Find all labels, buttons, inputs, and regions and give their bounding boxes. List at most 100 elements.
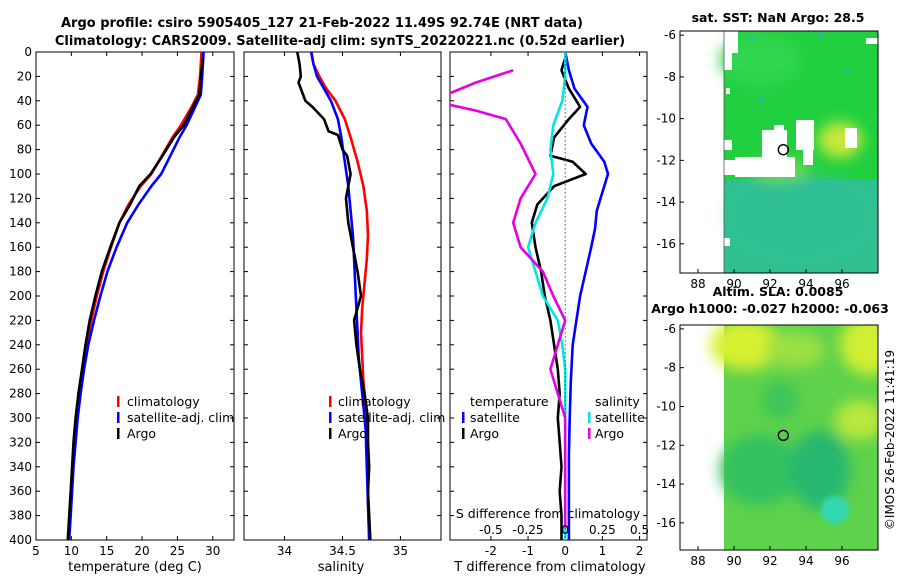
x-tick-label: 2: [636, 544, 644, 558]
sst-map-axes: [679, 30, 879, 274]
y-tick-label: 160: [9, 240, 32, 254]
y-tick-label: 400: [9, 533, 32, 547]
y-tick-label: 40: [17, 94, 32, 108]
temperature-legend: climatology satellite-adj. clim Argo: [117, 394, 234, 441]
y-tick-label: -6: [664, 28, 676, 42]
s-diff-tick-label: -0.5: [479, 523, 502, 537]
x-tick-label: 20: [134, 544, 149, 558]
legend-label-climatology: climatology: [338, 394, 411, 409]
y-tick-label: 100: [9, 167, 32, 181]
sst-map-argo-marker: [777, 144, 790, 156]
copyright-label: ©IMOS 26-Feb-2022 11:41:19: [883, 350, 897, 530]
sla-map-image: [710, 325, 878, 550]
sla-map-title-line1: Altim. SLA: 0.0085: [713, 284, 844, 299]
y-tick-label: 360: [9, 484, 32, 498]
x-tick-label: 34.5: [329, 544, 356, 558]
y-tick-label: -6: [664, 322, 676, 336]
salinity-legend: climatology satellite-adj. clim Argo: [329, 394, 445, 441]
legend-label-satellite: satellite-adj. clim: [127, 410, 234, 425]
temperature-xlabel: temperature (deg C): [68, 560, 202, 575]
difference-top-ticks: -0.5 -0.25 0 0.25 0.5: [479, 523, 649, 537]
x-tick-label: 25: [170, 544, 185, 558]
legend-label-argo: Argo: [127, 426, 156, 441]
s-diff-tick-label: 0.5: [630, 523, 649, 537]
legend-label-climatology: climatology: [127, 394, 200, 409]
x-tick-label: 10: [64, 544, 79, 558]
series-argo: [66, 57, 205, 540]
legend-swatch-argo: [329, 428, 332, 439]
sst-map-title: sat. SST: NaN Argo: 28.5: [692, 10, 865, 25]
series-t-satellite: [563, 52, 610, 540]
series-climatology: [309, 52, 371, 540]
x-tick-label: 15: [99, 544, 114, 558]
y-tick-label: -14: [656, 477, 676, 491]
y-tick-label: 120: [9, 191, 32, 205]
sla-map-argo-marker: [777, 429, 790, 442]
temperature-axes: [35, 51, 235, 541]
y-tick-label: -8: [664, 361, 676, 375]
y-tick-label: 0: [24, 45, 32, 59]
y-tick-label: 240: [9, 338, 32, 352]
temperature-ticks: 0 20 40 60 80 100 120 140 160 180 200 220 240 260 280 3…: [9, 45, 234, 558]
x-tick-label: 1: [599, 544, 607, 558]
y-tick-label: -10: [656, 399, 676, 413]
y-tick-label: 80: [17, 143, 32, 157]
x-tick-label: 0: [561, 544, 569, 558]
y-tick-label: -10: [656, 112, 676, 126]
x-tick-label: -2: [485, 544, 497, 558]
x-tick-label: 94: [798, 277, 813, 291]
legend-swatch-climatology: [117, 396, 120, 407]
sla-map-axes: [679, 324, 879, 551]
y-tick-label: 220: [9, 313, 32, 327]
y-tick-label: 380: [9, 509, 32, 523]
y-tick-label: 300: [9, 411, 32, 425]
legend-title-temperature: temperature: [470, 394, 549, 409]
y-tick-label: 260: [9, 362, 32, 376]
legend-swatch-satellite: [329, 412, 332, 423]
sst-map-ticks: 88 90 92 94 96 -6 -8 -10 -12 -14 -16: [656, 28, 849, 291]
series-t-argo: [530, 57, 588, 540]
x-tick-label: 30: [205, 544, 220, 558]
y-tick-label: -16: [656, 237, 676, 251]
y-tick-label: 280: [9, 387, 32, 401]
difference-legend: temperature satellite Argo salinity sate…: [462, 394, 645, 441]
legend-swatch-satellite: [117, 412, 120, 423]
salinity-axes: [243, 51, 442, 541]
y-tick-label: -16: [656, 516, 676, 530]
y-tick-label: -8: [664, 70, 676, 84]
y-tick-label: 20: [17, 69, 32, 83]
x-tick-label: -1: [522, 544, 534, 558]
difference-xlabel: T difference from climatology: [453, 560, 646, 575]
figure-title-line2: Climatology: CARS2009. Satellite-adj cli…: [55, 34, 625, 49]
legend-label-argo: Argo: [338, 426, 367, 441]
legend-label-s-argo: Argo: [595, 426, 624, 441]
figure-title-line1: Argo profile: csiro 5905405_127 21-Feb-2…: [61, 16, 583, 31]
legend-swatch-t-satellite: [462, 412, 465, 423]
s-diff-tick-label: -0.25: [513, 523, 544, 537]
temperature-series: [66, 52, 205, 540]
legend-swatch-s-satellite: [588, 412, 591, 423]
s-diff-tick-label: 0.25: [589, 523, 616, 537]
y-tick-label: 340: [9, 460, 32, 474]
s-diff-tick-label: 0: [561, 523, 569, 537]
legend-swatch-t-argo: [462, 428, 465, 439]
x-tick-label: 5: [32, 544, 40, 558]
legend-swatch-argo: [117, 428, 120, 439]
legend-label-t-satellite: satellite: [470, 410, 520, 425]
x-tick-label: 92: [762, 554, 777, 568]
y-tick-label: 140: [9, 216, 32, 230]
x-tick-label: 90: [726, 277, 741, 291]
x-tick-label: 96: [834, 277, 849, 291]
difference-axes: [449, 51, 648, 541]
legend-swatch-s-argo: [588, 428, 591, 439]
sla-map-ticks: 88 90 92 94 96 -6 -8 -10 -12 -14 -16: [656, 322, 849, 568]
series-s-argo: [450, 69, 567, 528]
legend-label-s-satellite: satellite: [595, 410, 645, 425]
salinity-ticks: 34 34.5 35: [244, 51, 441, 558]
series-argo: [296, 52, 372, 540]
x-tick-label: 35: [393, 544, 408, 558]
y-tick-label: 180: [9, 265, 32, 279]
x-tick-label: 92: [762, 277, 777, 291]
x-tick-label: 96: [834, 554, 849, 568]
x-tick-label: 90: [726, 554, 741, 568]
